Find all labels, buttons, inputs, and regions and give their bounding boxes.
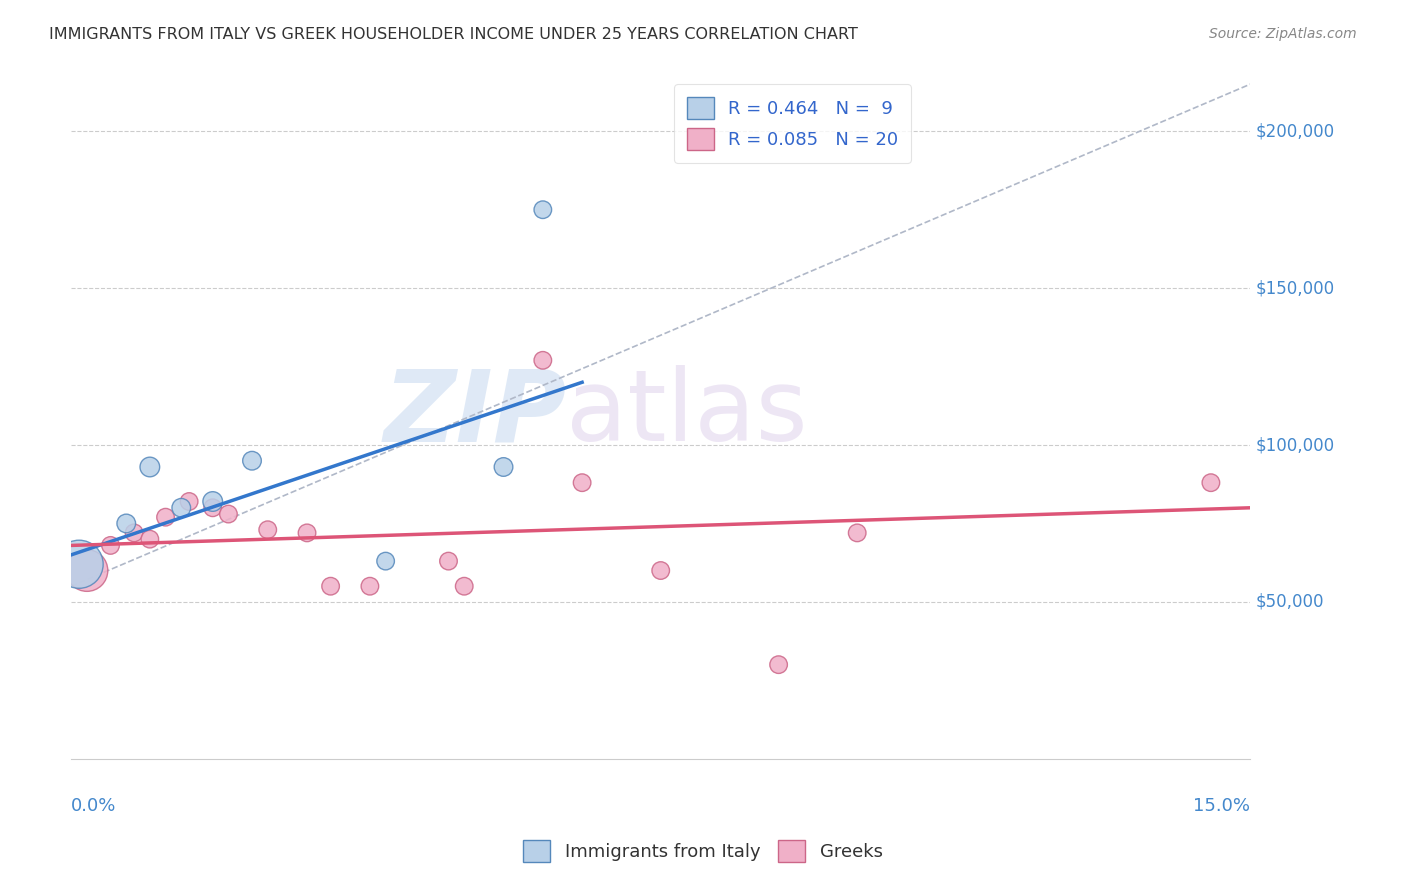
- Text: atlas: atlas: [567, 365, 808, 462]
- Text: Source: ZipAtlas.com: Source: ZipAtlas.com: [1209, 27, 1357, 41]
- Text: $50,000: $50,000: [1256, 593, 1324, 611]
- Point: [531, 353, 554, 368]
- Point: [492, 460, 515, 475]
- Point: [179, 494, 201, 508]
- Point: [374, 554, 396, 568]
- Point: [650, 564, 672, 578]
- Text: 15.0%: 15.0%: [1194, 797, 1250, 814]
- Point: [359, 579, 381, 593]
- Point: [170, 500, 193, 515]
- Point: [122, 525, 145, 540]
- Point: [100, 538, 122, 552]
- Point: [256, 523, 278, 537]
- Legend: Immigrants from Italy, Greeks: Immigrants from Italy, Greeks: [516, 833, 890, 870]
- Text: $100,000: $100,000: [1256, 436, 1336, 454]
- Point: [217, 507, 239, 521]
- Point: [201, 500, 224, 515]
- Point: [846, 525, 869, 540]
- Point: [139, 532, 162, 546]
- Point: [295, 525, 318, 540]
- Point: [319, 579, 342, 593]
- Point: [115, 516, 138, 531]
- Point: [1199, 475, 1222, 490]
- Point: [155, 510, 177, 524]
- Text: ZIP: ZIP: [384, 365, 567, 462]
- Text: $200,000: $200,000: [1256, 122, 1336, 140]
- Point: [453, 579, 475, 593]
- Point: [201, 494, 224, 508]
- Point: [67, 558, 90, 572]
- Point: [437, 554, 460, 568]
- Legend: R = 0.464   N =  9, R = 0.085   N = 20: R = 0.464 N = 9, R = 0.085 N = 20: [673, 85, 911, 163]
- Point: [76, 564, 98, 578]
- Point: [571, 475, 593, 490]
- Text: 0.0%: 0.0%: [72, 797, 117, 814]
- Text: $150,000: $150,000: [1256, 279, 1336, 297]
- Point: [531, 202, 554, 217]
- Point: [139, 460, 162, 475]
- Point: [768, 657, 790, 672]
- Text: IMMIGRANTS FROM ITALY VS GREEK HOUSEHOLDER INCOME UNDER 25 YEARS CORRELATION CHA: IMMIGRANTS FROM ITALY VS GREEK HOUSEHOLD…: [49, 27, 858, 42]
- Point: [240, 453, 263, 467]
